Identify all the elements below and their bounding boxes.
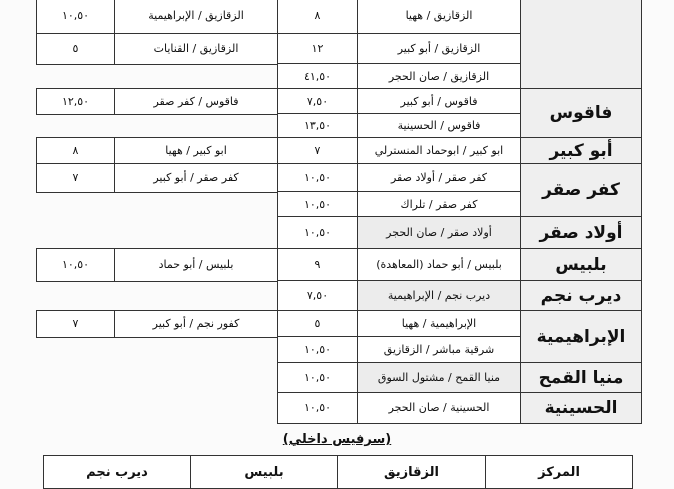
other-fare-cell: ١٠,٥٠ bbox=[36, 248, 115, 282]
fare-cell: ٨ bbox=[277, 0, 358, 35]
center-cell: الحسينية bbox=[520, 392, 642, 424]
route-cell: ابو كبير / ابوحماد المنسترلي bbox=[357, 137, 521, 165]
internal-service-title: (سرفيس داخلي) bbox=[0, 432, 674, 447]
other-fare-cell: ٧ bbox=[36, 310, 115, 338]
other-fare-cell: ٨ bbox=[36, 137, 115, 165]
route-cell: الحسينية / صان الحجر bbox=[357, 392, 521, 424]
route-cell: فاقوس / أبو كبير bbox=[357, 88, 521, 115]
fare-cell: ٥ bbox=[277, 310, 358, 338]
route-cell: منيا القمح / مشتول السوق bbox=[357, 362, 521, 394]
route-cell: أولاد صقر / صان الحجر bbox=[357, 216, 521, 250]
route-cell: ديرب نجم / الإبراهيمية bbox=[357, 280, 521, 312]
fare-cell: ١٠,٥٠ bbox=[277, 191, 358, 218]
route-cell: فاقوس / الحسينية bbox=[357, 113, 521, 139]
header-center: المركز bbox=[485, 455, 633, 489]
other-fare-cell: ٧ bbox=[36, 163, 115, 193]
center-cell: منيا القمح bbox=[520, 362, 642, 394]
route-cell: شرقية مباشر / الزقازيق bbox=[357, 336, 521, 364]
other-fare-cell: ١٢,٥٠ bbox=[36, 88, 115, 115]
fare-cell: ١٠,٥٠ bbox=[277, 392, 358, 424]
other-route-cell: فاقوس / كفر صقر bbox=[114, 88, 278, 115]
fare-cell: ١٢ bbox=[277, 33, 358, 65]
route-cell: الإبراهيمية / ههيا bbox=[357, 310, 521, 338]
other-route-cell: كفر صقر / أبو كبير bbox=[114, 163, 278, 193]
center-cell: فاقوس bbox=[520, 88, 642, 139]
fare-cell: ٤١,٥٠ bbox=[277, 63, 358, 90]
other-fare-cell: ١٠,٥٠ bbox=[36, 0, 115, 35]
other-route-cell: كفور نجم / أبو كبير bbox=[114, 310, 278, 338]
center-cell: بلبيس bbox=[520, 248, 642, 282]
center-cell: أولاد صقر bbox=[520, 216, 642, 250]
header-diyarb-negm: ديرب نجم bbox=[43, 455, 191, 489]
header-zagazig: الزقازيق bbox=[337, 455, 486, 489]
fare-cell: ١٣,٥٠ bbox=[277, 113, 358, 139]
route-cell: الزقازيق / ههيا bbox=[357, 0, 521, 35]
center-cell: كفر صقر bbox=[520, 163, 642, 218]
fare-cell: ١٠,٥٠ bbox=[277, 216, 358, 250]
fare-cell: ٧ bbox=[277, 137, 358, 165]
route-cell: الزقازيق / أبو كبير bbox=[357, 33, 521, 65]
route-cell: الزقازيق / صان الحجر bbox=[357, 63, 521, 90]
fare-cell: ٧,٥٠ bbox=[277, 280, 358, 312]
route-cell: كفر صقر / تلراك bbox=[357, 191, 521, 218]
fare-cell: ١٠,٥٠ bbox=[277, 336, 358, 364]
fare-cell: ١٠,٥٠ bbox=[277, 163, 358, 193]
other-route-cell: الزقازيق / القنايات bbox=[114, 33, 278, 65]
center-cell: ديرب نجم bbox=[520, 280, 642, 312]
center-cell: الإبراهيمية bbox=[520, 310, 642, 364]
other-route-cell: ابو كبير / ههيا bbox=[114, 137, 278, 165]
header-belbeis: بلبيس bbox=[190, 455, 338, 489]
other-fare-cell: ٥ bbox=[36, 33, 115, 65]
other-route-cell: الزقازيق / الإبراهيمية bbox=[114, 0, 278, 35]
other-route-cell: بلبيس / أبو حماد bbox=[114, 248, 278, 282]
fare-cell: ٧,٥٠ bbox=[277, 88, 358, 115]
fare-cell: ١٠,٥٠ bbox=[277, 362, 358, 394]
center-cell bbox=[520, 0, 642, 90]
internal-service-title-text: (سرفيس داخلي) bbox=[282, 432, 392, 447]
fare-cell: ٩ bbox=[277, 248, 358, 282]
route-cell: بلبيس / أبو حماد (المعاهدة) bbox=[357, 248, 521, 282]
center-cell: أبو كبير bbox=[520, 137, 642, 165]
route-cell: كفر صقر / أولاد صقر bbox=[357, 163, 521, 193]
